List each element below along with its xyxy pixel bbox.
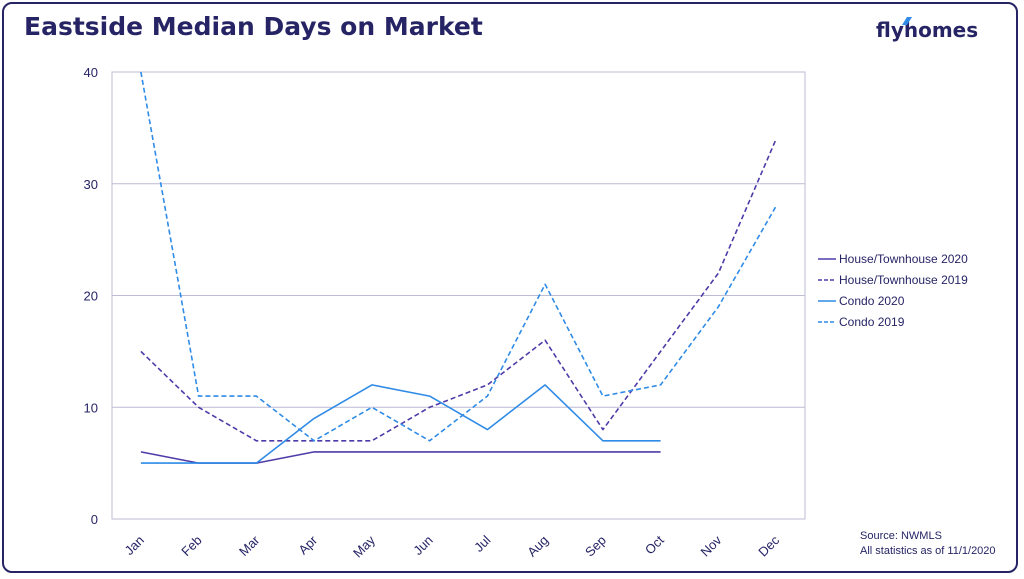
chart-title: Eastside Median Days on Market: [24, 12, 483, 41]
legend-label: House/Townhouse 2020: [839, 252, 968, 266]
x-tick-label: Dec: [755, 532, 782, 559]
x-tick-label: Apr: [295, 532, 320, 557]
series-lines: [140, 71, 777, 464]
legend-label: Condo 2020: [839, 294, 905, 308]
y-tick-label: 10: [84, 400, 98, 415]
x-tick-label: Mar: [236, 532, 263, 559]
y-tick-label: 20: [84, 289, 98, 304]
legend-label: Condo 2019: [839, 315, 905, 329]
flyhomes-logo: flyhomes: [876, 18, 979, 42]
y-tick-label: 40: [84, 65, 98, 80]
stats-date-line: All statistics as of 11/1/2020: [860, 545, 996, 557]
x-tick-label: Jun: [410, 533, 435, 558]
chart-frame: [2, 2, 1018, 573]
series-line: [140, 451, 661, 464]
legend-label: House/Townhouse 2019: [839, 273, 968, 287]
x-tick-label: Jan: [122, 533, 147, 558]
x-tick-label: May: [350, 532, 378, 560]
x-tick-label: Sep: [582, 533, 609, 560]
y-tick-label: 0: [91, 512, 98, 527]
logo-flag-icon: [902, 17, 912, 25]
source-note: Source: NWMLS All statistics as of 11/1/…: [860, 529, 996, 559]
plot-area-border: [111, 71, 806, 520]
x-axis-ticks: Jan Feb Mar Apr May Jun Jul Aug Sep Oct Nov Dec: [122, 532, 783, 560]
x-tick-label: Feb: [178, 533, 204, 559]
series-line: [140, 138, 777, 442]
y-axis-ticks: 0 10 20 30 40: [84, 65, 98, 527]
x-tick-label: Oct: [642, 532, 667, 557]
x-tick-label: Jul: [471, 532, 493, 554]
x-tick-label: Aug: [524, 533, 551, 560]
source-line: Source: NWMLS: [860, 530, 942, 542]
series-line: [140, 71, 777, 442]
legend: House/Townhouse 2020 House/Townhouse 2019…: [818, 252, 968, 329]
x-tick-label: Nov: [698, 532, 725, 559]
series-line: [140, 384, 661, 464]
y-tick-label: 30: [84, 177, 98, 192]
